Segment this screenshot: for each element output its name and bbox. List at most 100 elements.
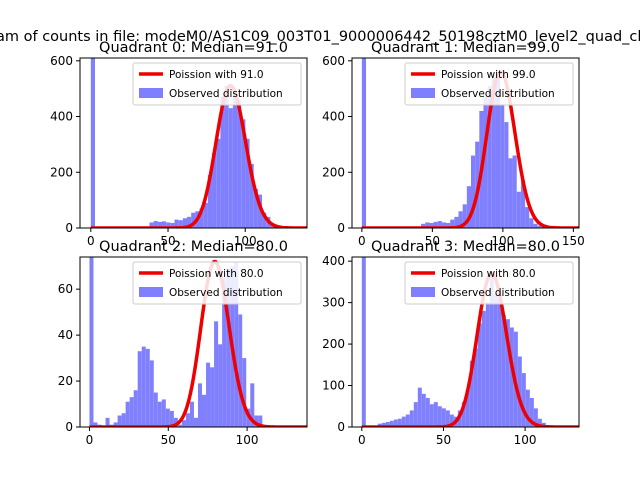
hist-bar: [220, 97, 225, 228]
x-tick-label: 100: [491, 234, 514, 248]
hist-bar: [157, 401, 162, 427]
legend-hist-swatch: [139, 287, 163, 297]
hist-bar: [199, 208, 204, 228]
hist-bar: [461, 402, 466, 427]
hist-bar: [433, 402, 438, 427]
y-tick-label: 200: [322, 337, 345, 351]
hist-bar: [254, 415, 259, 427]
hist-bar: [162, 221, 167, 228]
hist-bar: [421, 393, 426, 427]
hist-bar: [249, 163, 254, 228]
hist-bar: [262, 212, 267, 228]
hist-bar: [216, 138, 221, 228]
hist-bar: [257, 194, 263, 228]
hist-bar: [465, 389, 470, 427]
hist-bar: [421, 223, 426, 228]
legend-observed-label: Observed distribution: [441, 287, 555, 299]
legend-3: Poission with 80.0 Observed distribution: [404, 261, 574, 305]
hist-bar: [237, 99, 242, 228]
hist-bar: [491, 77, 496, 228]
y-tick-label: 100: [322, 379, 345, 393]
hist-bar: [537, 418, 542, 427]
hist-bar: [125, 401, 130, 427]
hist-bar: [512, 155, 517, 228]
hist-bar: [437, 221, 442, 228]
hist-bar: [361, 257, 366, 427]
hist-bar: [210, 367, 215, 427]
hist-bar: [521, 373, 526, 427]
hist-bar: [245, 138, 250, 228]
legend-box: [404, 261, 574, 305]
axes-frame-0: [79, 57, 308, 229]
x-tick-label: 50: [425, 234, 440, 248]
hist-bar: [529, 397, 534, 427]
hist-bar: [533, 408, 538, 427]
hist-bar: [405, 414, 410, 427]
panel-title-3: Quadrant 3: Median=80.0: [371, 239, 560, 255]
hist-bar: [462, 204, 467, 228]
hist-bar: [214, 321, 219, 427]
plot-area-0: [90, 58, 307, 228]
hist-bar: [505, 319, 510, 427]
hist-bar: [181, 420, 186, 427]
hist-bar: [469, 360, 474, 427]
hist-bar: [397, 418, 402, 427]
legend-2: Poission with 80.0 Observed distribution: [132, 261, 302, 305]
legend-0: Poission with 91.0 Observed distribution: [132, 62, 302, 106]
hist-bar: [241, 119, 246, 228]
panel-title-2: Quadrant 2: Median=80.0: [99, 239, 288, 255]
hist-bar: [516, 191, 521, 228]
hist-bar: [487, 85, 492, 228]
hist-bar: [473, 348, 478, 427]
hist-bar: [212, 152, 217, 228]
hist-bar: [389, 420, 394, 427]
hist-bar: [529, 218, 534, 228]
hist-bar: [137, 351, 142, 427]
y-tick-label: 200: [322, 165, 345, 179]
hist-bar: [446, 222, 451, 228]
hist-bar: [485, 302, 490, 427]
legend-hist-swatch: [411, 88, 435, 98]
legend-poisson-label: Poission with 80.0: [441, 268, 536, 280]
hist-bar: [177, 424, 182, 427]
hist-bar: [250, 383, 255, 427]
y-tick-label: 0: [337, 420, 345, 434]
hist-bar: [187, 216, 192, 228]
legend-box: [132, 62, 302, 106]
hist-bar: [173, 417, 178, 427]
hist-bar: [203, 202, 208, 228]
hist-bar: [504, 122, 509, 228]
hist-bar: [232, 91, 238, 228]
y-tick-label: 0: [337, 221, 345, 235]
hist-bar: [253, 188, 258, 228]
hist-bar: [258, 415, 263, 427]
hist-bar: [425, 222, 430, 228]
y-tick-label: 0: [65, 420, 73, 434]
y-tick-label: 400: [50, 110, 73, 124]
hist-bar: [520, 180, 526, 228]
hist-bar: [141, 346, 146, 427]
hist-bar: [417, 387, 422, 427]
axes-frame-2: [79, 256, 308, 428]
hist-bar: [105, 417, 110, 427]
y-tick-label: 300: [322, 296, 345, 310]
hist-bar: [489, 273, 494, 427]
x-tick-label: 100: [514, 433, 537, 447]
x-tick-label: 0: [87, 234, 95, 248]
hist-bar: [525, 207, 530, 228]
hist-bar: [206, 362, 211, 427]
hist-bar: [202, 394, 207, 427]
panel-1: 0 50 100 150 0 200 400 600 Quadrant 1: Median=99…: [322, 40, 585, 248]
x-tick-label: 50: [161, 433, 176, 447]
hist-bar: [537, 225, 542, 228]
panel-title-1: Quadrant 1: Median=99.0: [371, 40, 560, 56]
legend-hist-swatch: [139, 88, 163, 98]
hist-bar: [481, 310, 486, 427]
x-tick-label: 100: [236, 433, 259, 447]
hist-bar: [517, 356, 522, 427]
hist-bar: [497, 298, 502, 427]
hist-bar: [117, 415, 122, 427]
hist-bar: [393, 419, 398, 427]
x-tick-label: 150: [562, 234, 585, 248]
